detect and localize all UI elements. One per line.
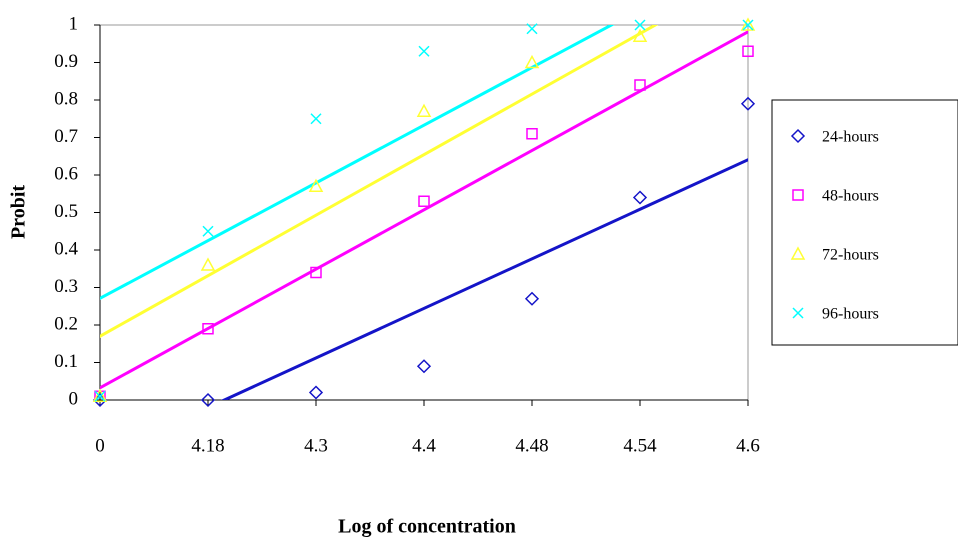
marker	[634, 79, 646, 91]
marker	[790, 128, 806, 144]
y-tick-label: 0.7	[54, 126, 78, 147]
x-tick-label: 4.3	[304, 435, 328, 456]
marker	[202, 323, 214, 335]
y-tick-label: 0.3	[54, 276, 78, 297]
legend-label: 48-hours	[822, 188, 879, 205]
marker	[740, 96, 756, 111]
x-tick-label: 4.48	[515, 435, 548, 456]
marker	[308, 385, 324, 400]
marker	[632, 28, 648, 42]
marker	[742, 45, 754, 57]
y-tick-label: 0.2	[54, 313, 78, 334]
marker	[526, 128, 538, 140]
marker	[416, 359, 432, 374]
marker	[792, 189, 804, 201]
marker	[94, 390, 106, 402]
y-axis-title: Probit	[8, 185, 30, 239]
x-tick-label: 4.54	[623, 435, 657, 456]
y-tick-label: 0.5	[54, 201, 78, 222]
y-tick-label: 0.8	[54, 88, 78, 109]
trendlines	[100, 25, 748, 400]
marker	[418, 195, 430, 207]
marker	[792, 307, 804, 319]
y-tick-label: 0.1	[54, 351, 78, 372]
y-tick-label: 0.4	[54, 238, 78, 259]
y-tick-label: 1	[69, 13, 79, 34]
marker	[790, 246, 806, 260]
x-tick-label: 0	[95, 435, 105, 456]
trendline	[100, 25, 659, 338]
legend-label: 24-hours	[822, 129, 879, 146]
legend-label: 96-hours	[822, 306, 879, 323]
x-tick-label: 4.6	[736, 435, 760, 456]
marker	[310, 113, 322, 125]
legend	[771, 99, 958, 346]
marker	[524, 54, 540, 69]
x-tick-label: 4.18	[191, 435, 224, 456]
marker	[526, 23, 538, 35]
marker	[308, 178, 324, 192]
marker	[92, 388, 108, 402]
marker	[200, 257, 216, 271]
marker	[416, 103, 432, 117]
marker	[634, 19, 646, 31]
marker	[742, 19, 754, 31]
marker	[202, 225, 214, 237]
marker	[632, 190, 648, 205]
marker	[740, 17, 756, 31]
y-tick-label: 0.9	[54, 51, 78, 72]
trendline	[100, 25, 615, 301]
plot-area	[99, 24, 749, 401]
marker	[200, 392, 216, 408]
y-tick-label: 0	[69, 388, 79, 409]
marker	[524, 291, 540, 306]
marker	[418, 45, 430, 57]
trendline	[220, 158, 748, 400]
legend-label: 72-hours	[822, 247, 879, 264]
y-tick-label: 0.6	[54, 163, 78, 184]
marker	[310, 266, 322, 279]
x-tick-label: 4.4	[412, 435, 436, 456]
trendline	[100, 30, 748, 390]
x-axis-title: Log of concentration	[338, 516, 516, 538]
